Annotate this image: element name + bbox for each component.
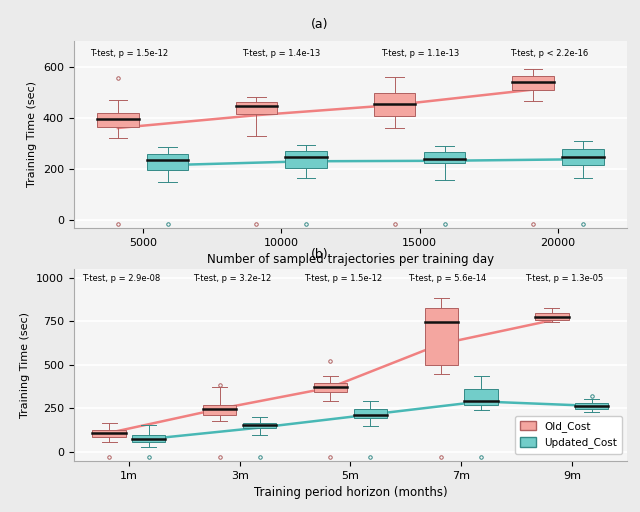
X-axis label: Training period horizon (months): Training period horizon (months): [253, 486, 447, 499]
Bar: [562, 149, 604, 165]
Y-axis label: Training Time (sec): Training Time (sec): [27, 81, 37, 187]
Text: T-test, p = 2.9e-08: T-test, p = 2.9e-08: [83, 274, 161, 283]
Bar: [465, 389, 498, 405]
Text: T-test, p = 3.2e-12: T-test, p = 3.2e-12: [193, 274, 271, 283]
Text: T-test, p < 2.2e-16: T-test, p < 2.2e-16: [509, 49, 588, 58]
Bar: [314, 382, 347, 392]
Bar: [424, 152, 465, 162]
Bar: [132, 435, 166, 441]
Bar: [236, 102, 277, 114]
Bar: [243, 423, 276, 428]
Text: T-test, p = 1.3e-05: T-test, p = 1.3e-05: [525, 274, 604, 283]
Bar: [92, 430, 125, 437]
Bar: [424, 308, 458, 365]
Y-axis label: Training Time (sec): Training Time (sec): [20, 312, 30, 418]
Text: T-test, p = 1.4e-13: T-test, p = 1.4e-13: [243, 49, 321, 58]
Text: T-test, p = 5.6e-14: T-test, p = 5.6e-14: [408, 274, 486, 283]
Bar: [203, 404, 236, 415]
Bar: [147, 154, 188, 170]
Bar: [535, 313, 568, 321]
Text: T-test, p = 1.5e-12: T-test, p = 1.5e-12: [304, 274, 382, 283]
Legend: Old_Cost, Updated_Cost: Old_Cost, Updated_Cost: [515, 416, 622, 454]
Text: (b): (b): [311, 248, 329, 261]
Bar: [575, 403, 609, 409]
Bar: [285, 151, 327, 167]
Bar: [374, 93, 415, 116]
X-axis label: Number of sampled trajectories per training day: Number of sampled trajectories per train…: [207, 253, 494, 266]
Text: T-test, p = 1.5e-12: T-test, p = 1.5e-12: [90, 49, 168, 58]
Text: T-test, p = 1.1e-13: T-test, p = 1.1e-13: [381, 49, 459, 58]
Bar: [513, 75, 554, 90]
Bar: [97, 113, 139, 126]
Bar: [354, 409, 387, 418]
Text: (a): (a): [311, 18, 329, 31]
